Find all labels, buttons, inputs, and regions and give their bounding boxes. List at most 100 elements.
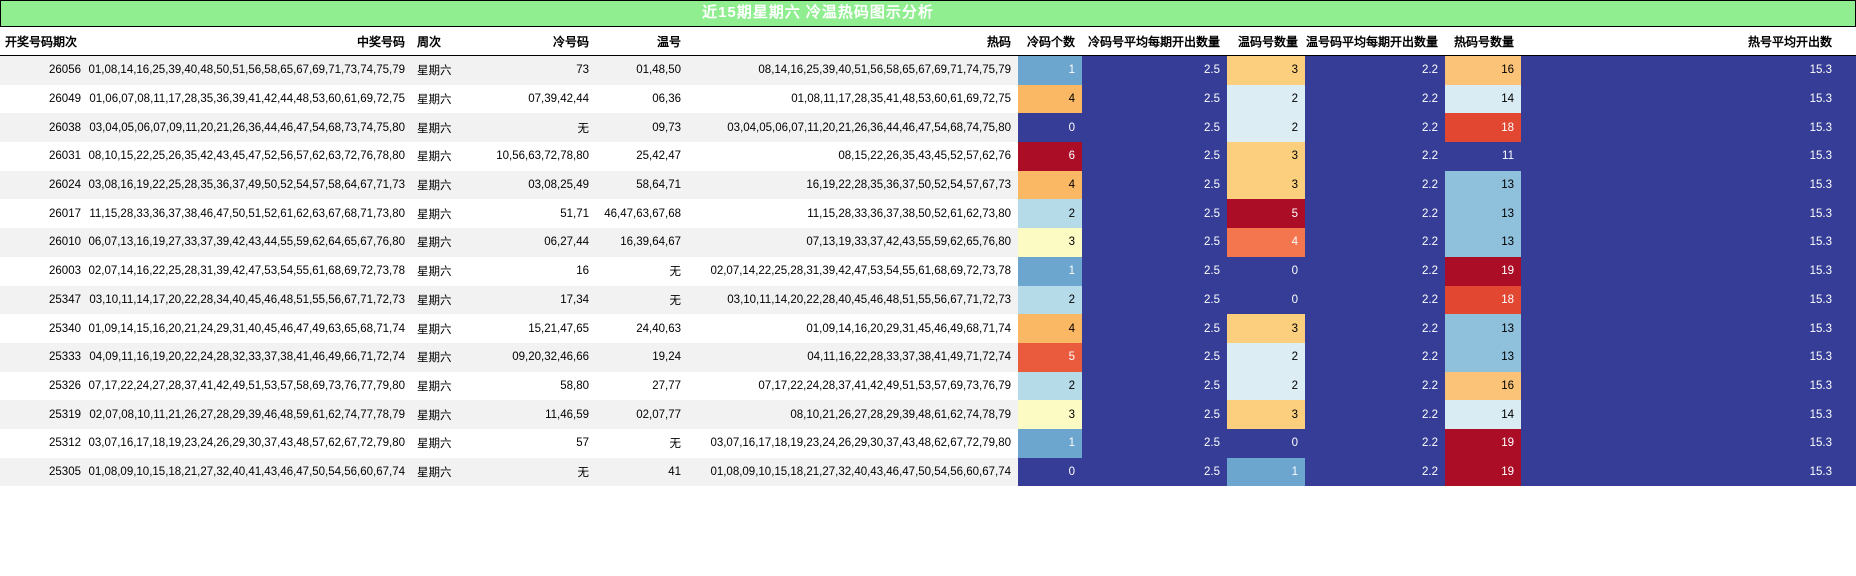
cell-cold-count[interactable]: 0 <box>1018 457 1082 487</box>
cell-cold-avg[interactable]: 2.5 <box>1082 314 1227 343</box>
cell-cold-avg[interactable]: 2.5 <box>1082 55 1227 85</box>
cell-cold-numbers[interactable]: 09,20,32,46,66 <box>468 342 596 372</box>
cell-hot-count[interactable]: 14 <box>1445 84 1521 114</box>
cell-week[interactable]: 星期六 <box>412 400 468 429</box>
cell-hot-avg[interactable]: 15.3 <box>1521 256 1856 286</box>
cell-hot-count[interactable]: 16 <box>1445 55 1521 85</box>
cell-week[interactable]: 星期六 <box>412 55 468 85</box>
cell-warm-numbers[interactable]: 25,42,47 <box>596 142 688 171</box>
cell-hot-numbers[interactable]: 07,13,19,33,37,42,43,55,59,62,65,76,80 <box>688 228 1018 257</box>
cell-winning-numbers[interactable]: 02,07,08,10,11,21,26,27,28,29,39,46,48,5… <box>88 400 412 429</box>
cell-cold-avg[interactable]: 2.5 <box>1082 342 1227 372</box>
cell-period[interactable]: 25319 <box>0 400 88 429</box>
header-period[interactable]: 开奖号码期次 <box>0 27 88 56</box>
cell-hot-numbers[interactable]: 03,04,05,06,07,11,20,21,26,36,44,46,47,5… <box>688 113 1018 143</box>
cell-warm-count[interactable]: 3 <box>1227 400 1305 429</box>
cell-warm-count[interactable]: 0 <box>1227 428 1305 458</box>
cell-hot-count[interactable]: 13 <box>1445 199 1521 229</box>
cell-hot-numbers[interactable]: 04,11,16,22,28,33,37,38,41,49,71,72,74 <box>688 342 1018 372</box>
cell-hot-count[interactable]: 11 <box>1445 142 1521 171</box>
cell-hot-numbers[interactable]: 08,15,22,26,35,43,45,52,57,62,76 <box>688 142 1018 171</box>
cell-cold-numbers[interactable]: 15,21,47,65 <box>468 314 596 343</box>
cell-warm-numbers[interactable]: 19,24 <box>596 342 688 372</box>
cell-warm-avg[interactable]: 2.2 <box>1305 199 1445 229</box>
cell-period[interactable]: 26038 <box>0 113 88 143</box>
cell-warm-count[interactable]: 1 <box>1227 457 1305 487</box>
cell-warm-avg[interactable]: 2.2 <box>1305 314 1445 343</box>
header-hot-numbers[interactable]: 热码 <box>688 27 1018 56</box>
cell-period[interactable]: 25305 <box>0 457 88 487</box>
cell-hot-avg[interactable]: 15.3 <box>1521 84 1856 114</box>
cell-cold-numbers[interactable]: 06,27,44 <box>468 228 596 257</box>
cell-winning-numbers[interactable]: 02,07,14,16,22,25,28,31,39,42,47,53,54,5… <box>88 256 412 286</box>
cell-cold-numbers[interactable]: 73 <box>468 55 596 85</box>
cell-winning-numbers[interactable]: 03,08,16,19,22,25,28,35,36,37,49,50,52,5… <box>88 170 412 200</box>
cell-cold-avg[interactable]: 2.5 <box>1082 142 1227 171</box>
cell-cold-numbers[interactable]: 11,46,59 <box>468 400 596 429</box>
cell-week[interactable]: 星期六 <box>412 84 468 114</box>
header-hot-avg[interactable]: 热号平均开出数 <box>1521 27 1856 56</box>
cell-cold-count[interactable]: 1 <box>1018 55 1082 85</box>
cell-cold-count[interactable]: 2 <box>1018 199 1082 229</box>
cell-cold-count[interactable]: 1 <box>1018 428 1082 458</box>
cell-cold-avg[interactable]: 2.5 <box>1082 113 1227 143</box>
cell-cold-avg[interactable]: 2.5 <box>1082 228 1227 257</box>
cell-warm-avg[interactable]: 2.2 <box>1305 371 1445 401</box>
cell-hot-count[interactable]: 16 <box>1445 371 1521 401</box>
cell-cold-count[interactable]: 4 <box>1018 84 1082 114</box>
cell-hot-avg[interactable]: 15.3 <box>1521 199 1856 229</box>
header-cold-avg[interactable]: 冷码号平均每期开出数量 <box>1082 27 1227 56</box>
cell-hot-avg[interactable]: 15.3 <box>1521 371 1856 401</box>
cell-week[interactable]: 星期六 <box>412 428 468 458</box>
header-winning-numbers[interactable]: 中奖号码 <box>88 27 412 56</box>
cell-hot-avg[interactable]: 15.3 <box>1521 228 1856 257</box>
cell-cold-count[interactable]: 3 <box>1018 400 1082 429</box>
cell-warm-numbers[interactable]: 46,47,63,67,68 <box>596 199 688 229</box>
cell-period[interactable]: 26024 <box>0 170 88 200</box>
cell-warm-count[interactable]: 3 <box>1227 170 1305 200</box>
cell-cold-count[interactable]: 4 <box>1018 314 1082 343</box>
cell-period[interactable]: 25333 <box>0 342 88 372</box>
cell-hot-numbers[interactable]: 01,09,14,16,20,29,31,45,46,49,68,71,74 <box>688 314 1018 343</box>
cell-cold-count[interactable]: 4 <box>1018 170 1082 200</box>
cell-cold-avg[interactable]: 2.5 <box>1082 371 1227 401</box>
cell-cold-avg[interactable]: 2.5 <box>1082 199 1227 229</box>
cell-hot-avg[interactable]: 15.3 <box>1521 314 1856 343</box>
cell-cold-numbers[interactable]: 07,39,42,44 <box>468 84 596 114</box>
cell-hot-numbers[interactable]: 16,19,22,28,35,36,37,50,52,54,57,67,73 <box>688 170 1018 200</box>
cell-warm-numbers[interactable]: 41 <box>596 457 688 487</box>
cell-hot-avg[interactable]: 15.3 <box>1521 400 1856 429</box>
cell-cold-numbers[interactable]: 58,80 <box>468 371 596 401</box>
cell-cold-avg[interactable]: 2.5 <box>1082 457 1227 487</box>
header-hot-count[interactable]: 热码号数量 <box>1445 27 1521 56</box>
cell-week[interactable]: 星期六 <box>412 170 468 200</box>
cell-warm-avg[interactable]: 2.2 <box>1305 285 1445 315</box>
cell-hot-count[interactable]: 18 <box>1445 285 1521 315</box>
cell-warm-count[interactable]: 3 <box>1227 55 1305 85</box>
cell-warm-avg[interactable]: 2.2 <box>1305 55 1445 85</box>
cell-hot-numbers[interactable]: 02,07,14,22,25,28,31,39,42,47,53,54,55,6… <box>688 256 1018 286</box>
cell-warm-numbers[interactable]: 02,07,77 <box>596 400 688 429</box>
cell-warm-avg[interactable]: 2.2 <box>1305 113 1445 143</box>
cell-winning-numbers[interactable]: 07,17,22,24,27,28,37,41,42,49,51,53,57,5… <box>88 371 412 401</box>
cell-hot-numbers[interactable]: 03,10,11,14,20,22,28,40,45,46,48,51,55,5… <box>688 285 1018 315</box>
cell-hot-avg[interactable]: 15.3 <box>1521 142 1856 171</box>
header-warm-avg[interactable]: 温号码平均每期开出数量 <box>1305 27 1445 56</box>
cell-warm-count[interactable]: 2 <box>1227 84 1305 114</box>
cell-warm-numbers[interactable]: 06,36 <box>596 84 688 114</box>
cell-cold-count[interactable]: 1 <box>1018 256 1082 286</box>
cell-warm-numbers[interactable]: 24,40,63 <box>596 314 688 343</box>
cell-hot-numbers[interactable]: 01,08,09,10,15,18,21,27,32,40,43,46,47,5… <box>688 457 1018 487</box>
cell-warm-count[interactable]: 2 <box>1227 342 1305 372</box>
cell-cold-numbers[interactable]: 03,08,25,49 <box>468 170 596 200</box>
cell-warm-numbers[interactable]: 16,39,64,67 <box>596 228 688 257</box>
cell-hot-count[interactable]: 19 <box>1445 457 1521 487</box>
cell-warm-numbers[interactable]: 01,48,50 <box>596 55 688 85</box>
cell-warm-count[interactable]: 2 <box>1227 371 1305 401</box>
cell-cold-avg[interactable]: 2.5 <box>1082 170 1227 200</box>
cell-warm-count[interactable]: 4 <box>1227 228 1305 257</box>
cell-winning-numbers[interactable]: 01,09,14,15,16,20,21,24,29,31,40,45,46,4… <box>88 314 412 343</box>
header-cold-count[interactable]: 冷码个数 <box>1018 27 1082 56</box>
cell-period[interactable]: 26017 <box>0 199 88 229</box>
cell-cold-count[interactable]: 2 <box>1018 285 1082 315</box>
